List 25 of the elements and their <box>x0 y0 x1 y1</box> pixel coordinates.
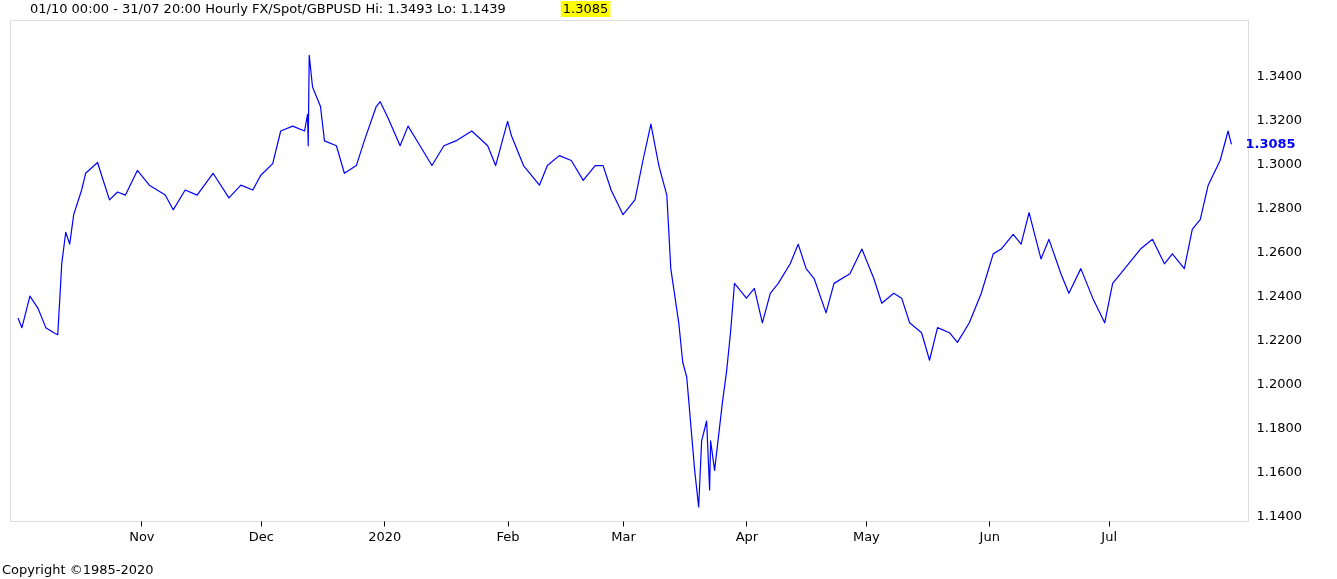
chart-title: 01/10 00:00 - 31/07 20:00 Hourly FX/Spot/GBPUSD Hi: 1.3493 Lo: 1.1439 <box>30 1 506 16</box>
y-tick-label: 1.1600 <box>1256 463 1302 479</box>
x-tick-label: May <box>852 528 881 544</box>
x-tick-label: Nov <box>129 528 155 544</box>
y-tick-label: 1.2000 <box>1256 375 1302 391</box>
chart-subtitle: 1.3085 <box>562 1 609 16</box>
y-tick-label: 1.1800 <box>1256 419 1302 435</box>
x-tick-label: 2020 <box>368 528 402 544</box>
text: Copyright ©1985-2020 <box>2 562 154 577</box>
y-tick-label: 1.2200 <box>1256 331 1302 347</box>
y-tick-label: 1.1400 <box>1256 507 1302 523</box>
y-tick-label: 1.2800 <box>1256 199 1302 215</box>
y-tick-label: 1.3200 <box>1256 111 1302 127</box>
y-tick-label: 1.3400 <box>1256 67 1302 83</box>
line-series <box>17 54 1233 508</box>
y-tick-label: 1.2400 <box>1256 287 1302 303</box>
x-tick-label: Apr <box>735 528 759 544</box>
y-tick-label: 1.3000 <box>1256 155 1302 171</box>
x-tick-label: Dec <box>248 528 274 544</box>
x-tick-label: Jul <box>1100 528 1118 544</box>
y-tick-label: 1.2600 <box>1256 243 1302 259</box>
x-tick-label: Feb <box>496 528 520 544</box>
x-tick-label: Jun <box>978 528 1000 544</box>
annotation: 1.3085 <box>1245 136 1296 152</box>
x-tick-label: Mar <box>611 528 637 544</box>
